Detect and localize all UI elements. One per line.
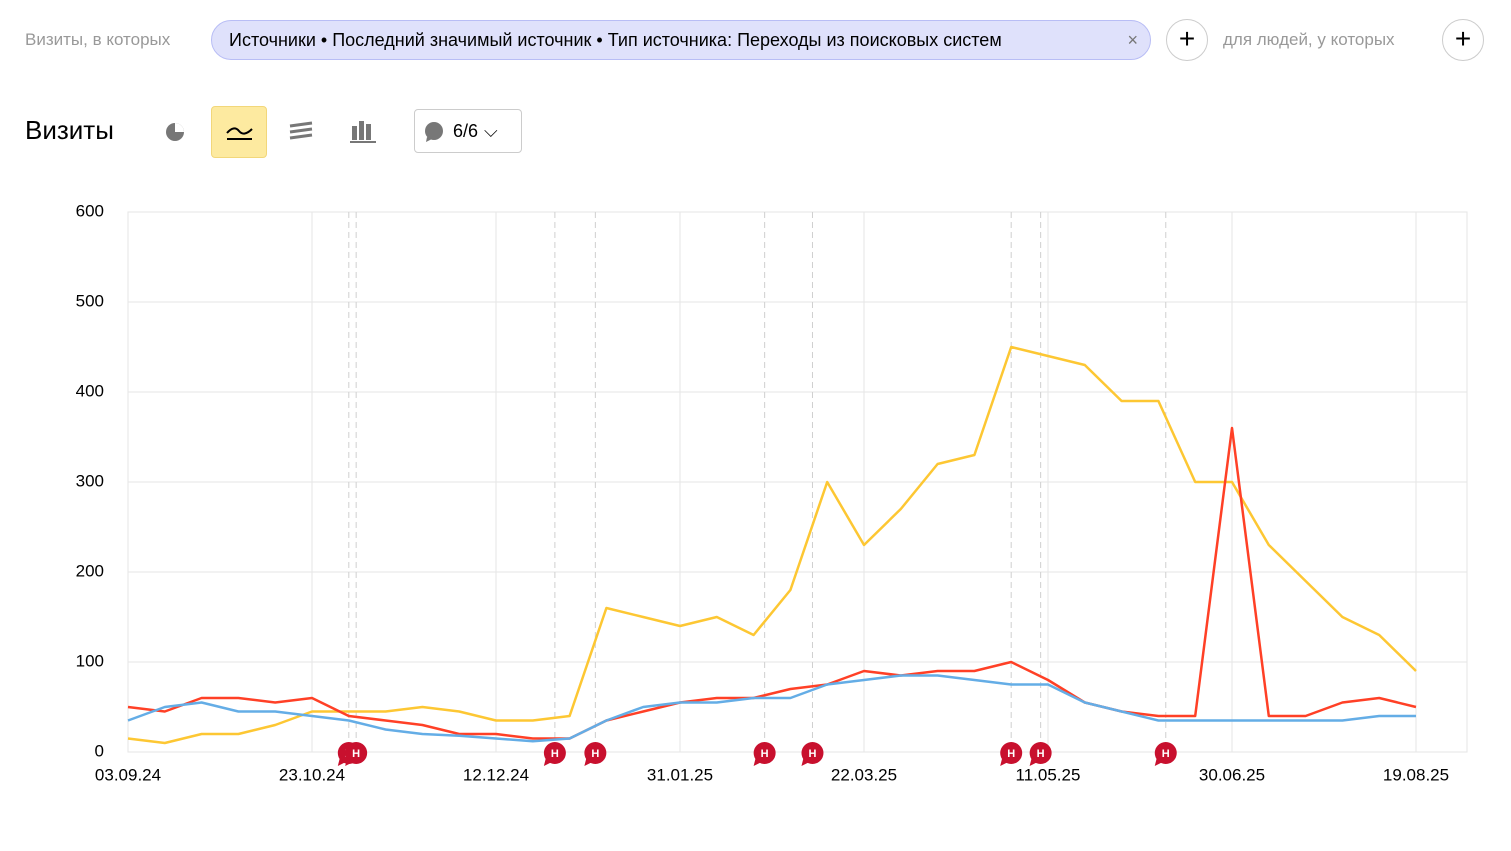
x-tick-label: 03.09.24 — [95, 765, 161, 784]
x-tick-label: 23.10.24 — [279, 765, 345, 784]
note-tail — [1000, 758, 1009, 766]
y-tick-label: 500 — [76, 291, 104, 310]
series-line — [127, 345, 1417, 745]
note-marker[interactable]: Н — [1029, 742, 1052, 766]
area-icon[interactable] — [288, 120, 314, 144]
note-label: Н — [551, 748, 559, 760]
note-marker[interactable]: Н — [1000, 742, 1023, 766]
note-tail — [1029, 758, 1038, 766]
chip-close[interactable]: × — [1127, 30, 1138, 50]
filter-prefix: Визиты, в которых — [25, 30, 171, 49]
x-tick-label: 11.05.25 — [1016, 765, 1081, 784]
add-people-filter[interactable]: + — [1442, 19, 1484, 61]
note-bubble — [1000, 742, 1023, 764]
x-tick-label: 19.08.25 — [1383, 765, 1449, 784]
people-prefix: для людей, у которых — [1223, 30, 1395, 49]
series-line — [127, 426, 1417, 740]
note-tail — [337, 758, 346, 766]
note-label: Н — [809, 748, 817, 760]
filter-chip[interactable]: Источники • Последний значимый источник … — [211, 20, 1151, 60]
y-tick-label: 400 — [76, 381, 104, 400]
x-tick-label: 12.12.24 — [463, 765, 529, 784]
note-label: Н — [1037, 748, 1045, 760]
note-label: Н — [591, 748, 599, 760]
add-filter[interactable]: + — [1166, 19, 1208, 61]
y-tick-label: 100 — [76, 651, 104, 670]
note-bubble — [1029, 742, 1052, 764]
y-tick-label: 300 — [76, 471, 104, 490]
x-tick-label: 30.06.25 — [1199, 765, 1265, 784]
note-marker[interactable]: Н — [1154, 742, 1177, 766]
y-tick-label: 0 — [95, 741, 104, 760]
report-title: Визиты — [25, 115, 114, 145]
note-tail — [543, 758, 552, 766]
note-tail — [1154, 758, 1163, 766]
note-bubble — [543, 742, 566, 764]
note-bubble — [1154, 742, 1177, 764]
note-label: Н — [352, 748, 360, 760]
note-marker[interactable]: Н — [753, 742, 776, 766]
series-line — [127, 674, 1416, 743]
y-tick-label: 200 — [76, 561, 104, 580]
chart: 0 100 200 300 400 500 600 03.09.24 23.10.24 12.12… — [76, 201, 1468, 784]
filter-chip-text: Источники • Последний значимый источник … — [229, 30, 1002, 50]
notes-count: 6/6 — [453, 121, 479, 141]
note-bubble — [801, 742, 824, 764]
bar-icon[interactable] — [350, 118, 376, 144]
note-tail — [801, 758, 810, 766]
line-chart-button[interactable] — [211, 106, 267, 158]
x-tick-label: 22.03.25 — [831, 765, 897, 784]
note-bubble — [584, 742, 607, 764]
note-label: Н — [761, 748, 769, 760]
note-marker[interactable]: Н — [345, 742, 368, 766]
note-marker[interactable]: Н — [584, 742, 607, 766]
note-bubble — [345, 742, 368, 764]
note-marker[interactable]: Н — [543, 742, 566, 766]
note-bubble — [753, 742, 776, 764]
note-label: Н — [1007, 748, 1015, 760]
note-marker[interactable]: Н — [801, 742, 824, 766]
notes-button[interactable]: 6/6 ⌵ — [414, 109, 522, 153]
note-tail — [345, 758, 354, 766]
x-tick-label: 31.01.25 — [647, 765, 713, 784]
y-tick-label: 600 — [76, 201, 104, 220]
pie-icon[interactable] — [163, 120, 187, 144]
note-tail — [584, 758, 593, 766]
note-label: Н — [1162, 748, 1170, 760]
note-tail — [753, 758, 762, 766]
